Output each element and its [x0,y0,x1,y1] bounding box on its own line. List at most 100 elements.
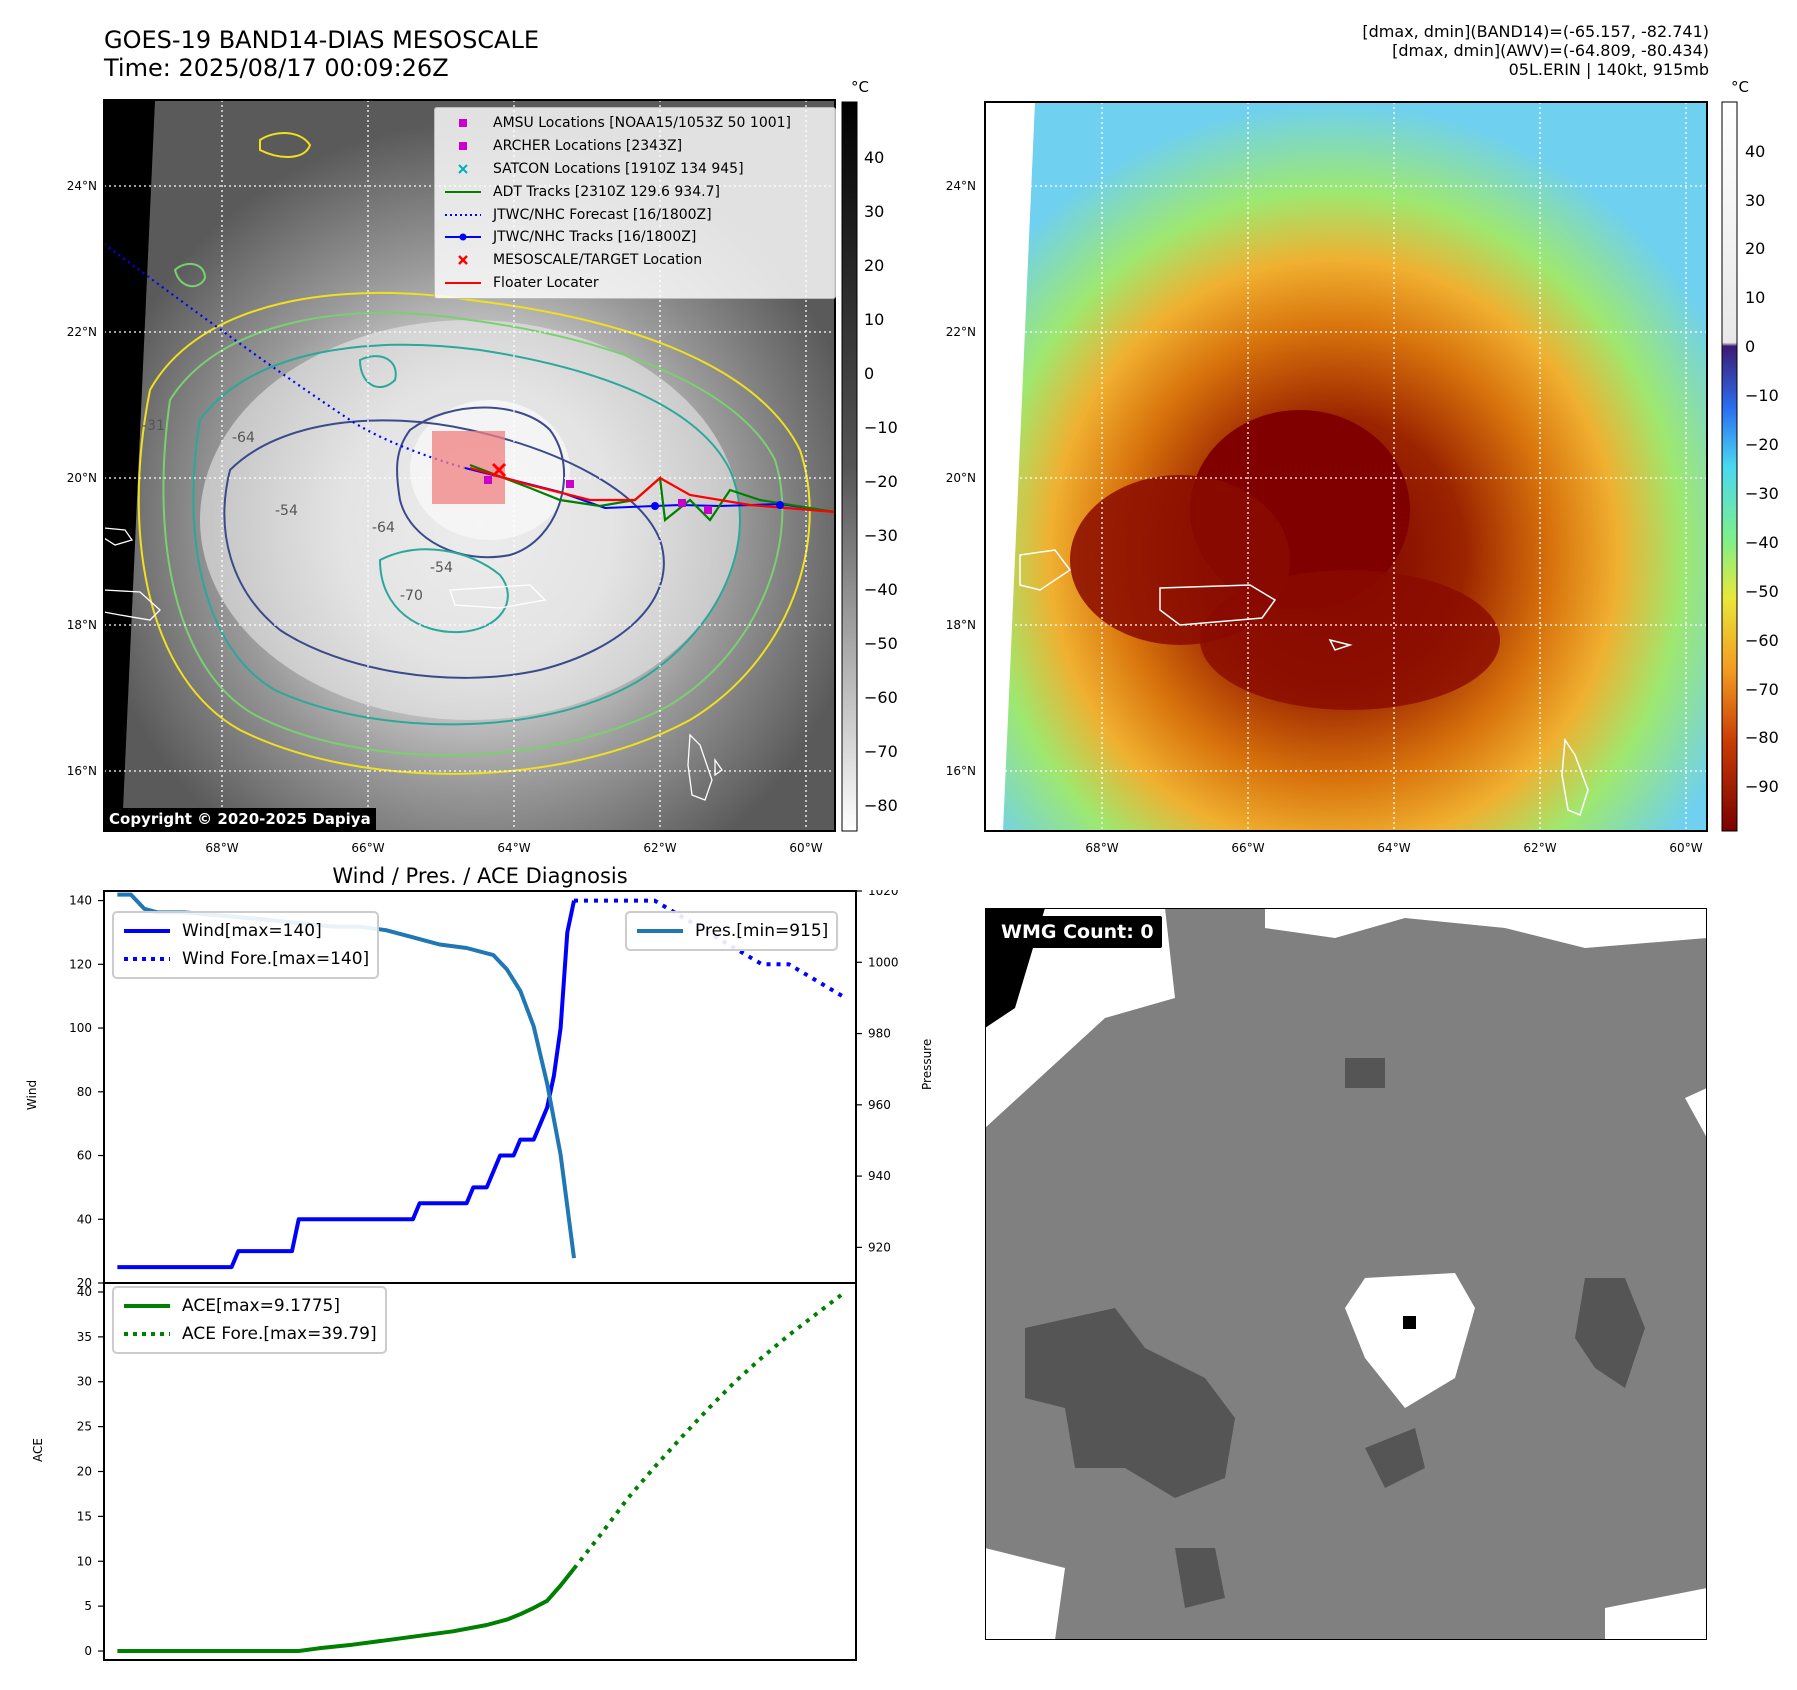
legend-label: Floater Locater [493,274,599,291]
y-tick-label: 20 [77,1276,92,1290]
wmg-count-badge: WMG Count: 0 [993,916,1162,948]
colorbar-tick: 40 [1745,142,1765,161]
contour-label: -64 [372,520,395,536]
contour-label: -31 [142,418,165,434]
wind-axis-label: Wind [25,1080,39,1110]
colorbar-tick: −30 [864,526,898,545]
y-tick-label: 10 [77,1554,92,1568]
colorbar-tick: 20 [1745,239,1765,258]
lat-label: 20°N [946,471,976,485]
legend-item-amsu: AMSU Locations [NOAA15/1053Z 50 1001] [443,112,827,135]
y-tick-label: 920 [868,1240,891,1254]
contour-label: -64 [232,430,255,446]
contour-label: -54 [275,503,298,519]
lat-label: 18°N [67,618,97,632]
colorbar-tick: −50 [864,634,898,653]
legend-item-ace: ACE[max=9.1775] [122,1292,377,1320]
legend-label: ACE[max=9.1775] [182,1296,340,1316]
y-tick-label: 1000 [868,955,899,969]
y-tick-label: 25 [77,1420,92,1434]
colorbar-tick: 20 [864,256,884,275]
series-line-ace-max-9-1775- [117,1567,576,1653]
series-line-wind-max-140- [117,900,576,1270]
lat-label: 22°N [67,325,97,339]
colorbar-tick: −10 [864,418,898,437]
lat-label: 24°N [946,179,976,193]
colorbar-tick: −90 [1745,777,1779,796]
lon-label: 68°W [1085,841,1118,855]
y-tick-label: 140 [69,894,92,908]
colorbar-tick: 0 [864,364,874,383]
adt-track [469,463,835,523]
legend-item-floater: Floater Locater [443,272,827,295]
y-tick-label: 980 [868,1027,891,1041]
colorbar-tick: −20 [864,472,898,491]
pressure-axis-label: Pressure [920,1038,934,1090]
legend-item-target: MESOSCALE/TARGET Location [443,249,827,272]
colorbar-tick: −60 [864,688,898,707]
lon-label: 62°W [1523,841,1556,855]
ace-legend: ACE[max=9.1775] ACE Fore.[max=39.79] [112,1286,387,1354]
y-tick-label: 1020 [868,890,899,898]
legend-item-tracks: JTWC/NHC Tracks [16/1800Z] [443,226,827,249]
ir-colorbar [841,101,858,832]
y-tick-label: 120 [69,957,92,971]
ir-map-panel: -54 -64 -70 -64 -54 -31 [67,78,1779,855]
lon-label: 68°W [205,841,238,855]
chart-title: GOES-19 BAND14-DIAS MESOSCALE [104,26,540,54]
colorbar-tick: −40 [1745,533,1779,552]
colorbar-tick: −30 [1745,484,1779,503]
colorbar-tick: −70 [864,742,898,761]
colorbar-tick: −80 [864,796,898,815]
y-tick-label: 960 [868,1098,891,1112]
colorbar-tick: −70 [1745,680,1779,699]
y-tick-label: 30 [77,1375,92,1389]
legend-label: SATCON Locations [1910Z 134 945] [493,160,744,177]
legend-label: ARCHER Locations [2343Z] [493,138,683,155]
legend-item-pressure: Pres.[min=915] [635,917,828,945]
legend-label: JTWC/NHC Forecast [16/1800Z] [493,206,712,223]
floater-box [432,431,505,504]
lat-label: 22°N [946,325,976,339]
colorbar-tick: −10 [1745,386,1779,405]
copyright-badge: Copyright © 2020-2025 Dapiya [104,808,376,830]
lat-label: 24°N [67,179,97,193]
lon-label: 66°W [1231,841,1264,855]
center-marker [1403,1316,1416,1329]
colorbar-tick: 30 [1745,191,1765,210]
colorbar-tick: 10 [1745,288,1765,307]
lat-label: 18°N [946,618,976,632]
legend-label: JTWC/NHC Tracks [16/1800Z] [493,229,697,246]
forecast-track [104,243,466,470]
legend-label: Wind Fore.[max=140] [182,949,370,969]
colorbar-tick: −60 [1745,631,1779,650]
y-tick-label: 20 [77,1465,92,1479]
colorbar-unit: °C [851,78,869,96]
y-tick-label: 35 [77,1330,92,1344]
legend-label: Pres.[min=915] [695,921,829,941]
colorbar-tick: 10 [864,310,884,329]
ace-axis-label: ACE [31,1438,45,1462]
y-tick-label: 100 [69,1021,92,1035]
legend-label: ADT Tracks [2310Z 129.6 934.7] [493,183,720,200]
colorbar-tick: −50 [1745,582,1779,601]
y-tick-label: 15 [77,1509,92,1523]
y-tick-label: 60 [77,1149,92,1163]
legend-label: AMSU Locations [NOAA15/1053Z 50 1001] [493,115,792,132]
lon-label: 64°W [497,841,530,855]
legend-item-wind: Wind[max=140] [122,917,369,945]
legend-item-wind-forecast: Wind Fore.[max=140] [122,945,369,973]
contour-label: -70 [400,588,423,604]
lat-label: 16°N [946,764,976,778]
wind-legend: Wind[max=140] Wind Fore.[max=140] [112,911,380,979]
lon-label: 66°W [351,841,384,855]
y-tick-label: 0 [84,1644,92,1658]
colorbar-tick: 30 [864,202,884,221]
lon-label: 60°W [789,841,822,855]
colorbar-tick: −80 [1745,728,1779,747]
legend-label: Wind[max=140] [182,921,322,941]
series-line-ace-fore-max-39-79- [572,1292,844,1570]
y-tick-label: 40 [77,1212,92,1226]
legend-label: MESOSCALE/TARGET Location [493,252,703,269]
wv-map [985,102,1707,831]
